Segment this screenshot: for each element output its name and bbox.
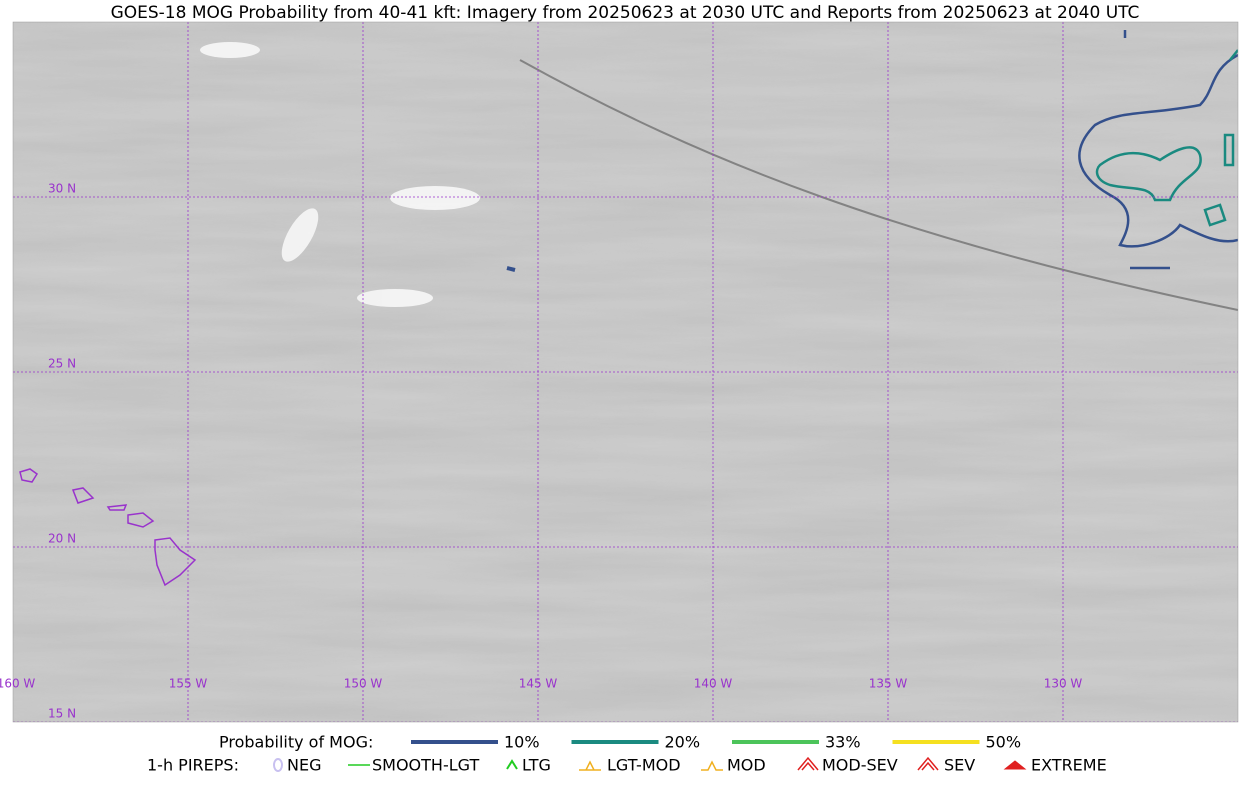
- legend-label: NEG: [287, 756, 321, 775]
- pirep-icon: [797, 756, 819, 771]
- legend-title: 1-h PIREPS:: [147, 756, 239, 775]
- title: GOES-18 MOG Probability from 40-41 kft: …: [111, 3, 1140, 23]
- legend: Probability of MOG: 10% 20% 33% 50% 1-h PIREP…: [147, 733, 1107, 775]
- legend-label: SMOOTH-LGT: [372, 756, 479, 775]
- pirep-icon: [506, 759, 518, 770]
- lat-label: 30 N: [48, 182, 76, 196]
- lon-label: 135 W: [869, 677, 908, 691]
- legend-label: 20%: [665, 733, 701, 752]
- legend-label: 10%: [504, 733, 540, 752]
- legend-label: LGT-MOD: [607, 756, 681, 775]
- legend-label: 33%: [825, 733, 861, 752]
- lon-label: 160 W: [0, 677, 35, 691]
- hawaii-outline: [19, 468, 197, 587]
- lat-label: 25 N: [48, 357, 76, 371]
- lon-label: 150 W: [344, 677, 383, 691]
- lon-label: 155 W: [169, 677, 208, 691]
- pirep-icon: [701, 760, 723, 771]
- pirep-icon: [273, 758, 283, 772]
- bright-features: [200, 42, 480, 307]
- map-frame: [12, 21, 1239, 723]
- lat-label: 20 N: [48, 532, 76, 546]
- pirep-icon: [1003, 760, 1027, 770]
- mog-contours: [506, 30, 1238, 272]
- legend-label: SEV: [944, 756, 975, 775]
- pirep-icon: [579, 760, 601, 771]
- legend-label: MOD-SEV: [822, 756, 898, 775]
- pirep-icon: [917, 756, 939, 771]
- legend-label: EXTREME: [1031, 756, 1107, 775]
- jet-streak: [519, 59, 1238, 311]
- lon-label: 140 W: [694, 677, 733, 691]
- legend-label: LTG: [522, 756, 551, 775]
- lon-label: 145 W: [519, 677, 558, 691]
- legend-label: MOD: [727, 756, 766, 775]
- legend-title: Probability of MOG:: [219, 733, 373, 752]
- lon-label: 130 W: [1044, 677, 1083, 691]
- lat-label: 15 N: [48, 707, 76, 721]
- legend-label: 50%: [986, 733, 1022, 752]
- map: [13, 22, 1238, 722]
